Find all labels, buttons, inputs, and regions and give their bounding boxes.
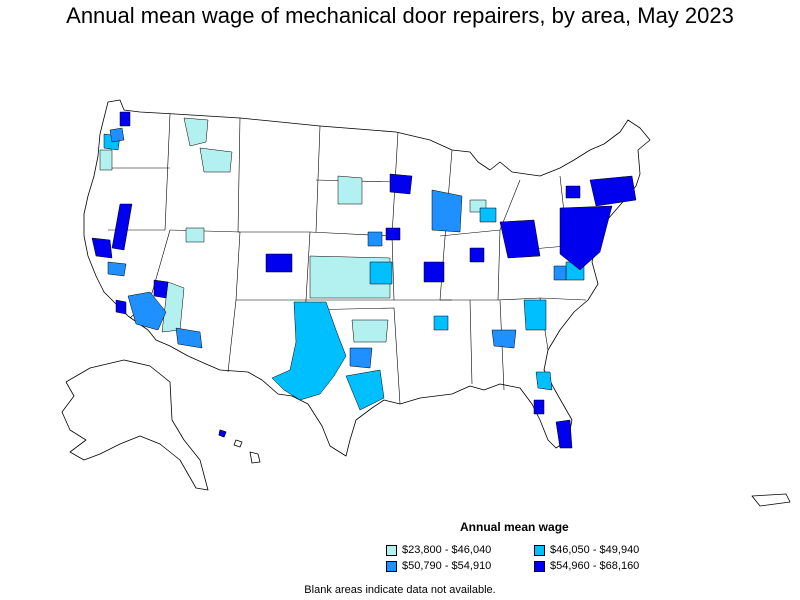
area-top-7 <box>469 247 485 263</box>
area-mid-4 <box>535 371 553 391</box>
area-high-9 <box>553 265 567 281</box>
area-mid-6 <box>433 315 449 331</box>
area-top-13 <box>153 279 169 299</box>
area-high-7 <box>107 261 127 277</box>
puerto-rico-outline <box>751 493 791 507</box>
legend-label-4: $54,960 - $68,160 <box>550 560 640 572</box>
area-top-12 <box>533 399 545 415</box>
legend: Annual mean wage $23,800 - $46,040 $46,0… <box>386 520 686 573</box>
map-title: Annual mean wage of mechanical door repa… <box>66 3 734 28</box>
area-high-4 <box>491 329 517 349</box>
area-high-6 <box>109 127 125 143</box>
legend-swatch-1 <box>386 545 397 556</box>
area-top-16 <box>218 429 227 438</box>
legend-swatch-3 <box>386 561 397 572</box>
area-high-8 <box>367 231 383 247</box>
area-top-15 <box>119 111 131 127</box>
legend-swatch-4 <box>534 561 545 572</box>
legend-label-1: $23,800 - $46,040 <box>402 544 492 556</box>
area-high-1 <box>127 291 167 331</box>
us-wage-map <box>61 99 791 507</box>
area-low-6 <box>351 319 389 343</box>
area-low-8 <box>99 149 113 171</box>
legend-item-1: $23,800 - $46,040 <box>386 544 534 557</box>
area-top-5 <box>389 173 413 195</box>
alaska-outline <box>61 359 209 491</box>
area-high-5 <box>431 189 463 233</box>
area-top-2 <box>91 237 113 259</box>
area-high-2 <box>175 327 203 349</box>
area-mid-3 <box>369 261 393 285</box>
area-mid-1 <box>271 301 347 401</box>
legend-item-2: $46,050 - $49,940 <box>534 544 684 557</box>
footnote: Blank areas indicate data not available. <box>304 584 496 596</box>
area-top-14 <box>115 299 127 315</box>
area-low-3 <box>337 175 363 205</box>
area-mid-5 <box>523 299 547 331</box>
legend-title: Annual mean wage <box>460 520 569 534</box>
hawaii-outline <box>218 429 261 464</box>
area-top-1 <box>111 203 133 251</box>
legend-item-3: $50,790 - $54,910 <box>386 560 534 573</box>
area-top-17 <box>565 185 581 199</box>
legend-swatch-2 <box>534 545 545 556</box>
area-top-9 <box>559 205 613 271</box>
area-top-10 <box>589 175 637 207</box>
area-top-6 <box>423 261 445 283</box>
legend-label-3: $50,790 - $54,910 <box>402 560 492 572</box>
legend-label-2: $46,050 - $49,940 <box>550 544 640 556</box>
legend-item-4: $54,960 - $68,160 <box>534 560 684 573</box>
area-mid-2 <box>345 369 385 411</box>
area-top-4 <box>385 227 401 241</box>
area-low-1 <box>183 117 209 147</box>
area-low-5 <box>185 227 205 243</box>
area-high-3 <box>349 347 373 369</box>
area-top-11 <box>555 419 573 449</box>
area-top-3 <box>265 253 293 273</box>
area-mid-7 <box>479 207 497 223</box>
area-low-2 <box>199 147 233 173</box>
area-top-8 <box>499 219 541 259</box>
